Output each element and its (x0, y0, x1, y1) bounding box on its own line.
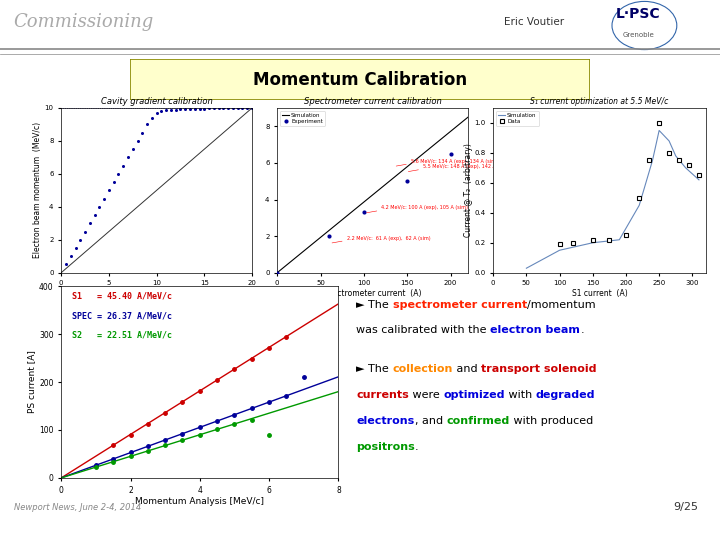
Line: Data: Data (558, 122, 701, 246)
Simulation (454, 122, 463, 128)
Data (621, 232, 630, 239)
Simulation (665, 138, 673, 144)
Text: electron beam: electron beam (490, 326, 580, 335)
Text: transport solenoid: transport solenoid (481, 364, 597, 374)
Text: 4.2 MeV/c: 100 A (exp), 105 A (sim): 4.2 MeV/c: 100 A (exp), 105 A (sim) (382, 206, 468, 211)
Data (654, 120, 663, 126)
Text: 5.5 MeV/c: 148 A (exp), 142 A (sim): 5.5 MeV/c: 148 A (exp), 142 A (sim) (423, 164, 510, 170)
Text: Commissioning: Commissioning (13, 12, 153, 31)
Text: S2   = 22.51 A/MeV/c: S2 = 22.51 A/MeV/c (72, 330, 172, 339)
Text: electrons: electrons (356, 416, 415, 426)
Text: positrons: positrons (356, 442, 415, 452)
Line: Simulation: Simulation (277, 117, 468, 273)
Text: ► The: ► The (356, 364, 392, 374)
Data (588, 237, 597, 243)
Simulation (681, 165, 690, 171)
Text: ► The: ► The (356, 300, 392, 309)
Text: 5.6 MeV/c: 134 A (exp), 134 A (sim): 5.6 MeV/c: 134 A (exp), 134 A (sim) (410, 159, 498, 164)
Experiment (359, 209, 368, 215)
Text: 9/25: 9/25 (673, 502, 698, 512)
X-axis label: Spectrometer current  (A): Spectrometer current (A) (323, 289, 422, 298)
Text: 2.2 MeV/c:  61 A (exp),  62 A (sim): 2.2 MeV/c: 61 A (exp), 62 A (sim) (346, 235, 431, 241)
Experiment (446, 151, 455, 157)
Simulation (648, 157, 657, 164)
Title: Spectrometer current calibration: Spectrometer current calibration (304, 97, 441, 106)
Experiment (403, 178, 412, 185)
Legend: Simulation, Data: Simulation, Data (496, 111, 539, 126)
Simulation (273, 269, 282, 276)
Title: Cavity gradient calibration: Cavity gradient calibration (101, 97, 212, 106)
Text: confirmed: confirmed (446, 416, 510, 426)
Data (635, 194, 644, 201)
X-axis label: S1 current  (A): S1 current (A) (572, 289, 627, 298)
Simulation (284, 260, 293, 267)
Text: SPEC = 26.37 A/MeV/c: SPEC = 26.37 A/MeV/c (72, 311, 172, 320)
Text: L·PSC: L·PSC (616, 7, 660, 21)
Simulation (447, 127, 456, 134)
X-axis label: Momentum Analysis [MeV/c]: Momentum Analysis [MeV/c] (135, 497, 264, 507)
Simulation (635, 202, 644, 208)
Data (555, 241, 564, 247)
X-axis label: SRF cavity gradient  (MV/m): SRF cavity gradient (MV/m) (103, 289, 210, 298)
Text: with: with (505, 390, 536, 400)
Data (569, 240, 577, 246)
Experiment (325, 233, 333, 239)
Text: and: and (453, 364, 481, 374)
Simulation (615, 237, 624, 243)
Legend: Simulation, Experiment: Simulation, Experiment (280, 111, 325, 126)
Data (685, 161, 693, 168)
Simulation (464, 114, 472, 120)
Text: currents: currents (356, 390, 409, 400)
Text: Momentum Calibration: Momentum Calibration (253, 71, 467, 89)
Simulation (324, 228, 333, 234)
Data (605, 237, 613, 243)
Text: .: . (580, 326, 584, 335)
Simulation (308, 240, 317, 247)
Text: spectrometer current: spectrometer current (392, 300, 527, 309)
Simulation (695, 177, 703, 183)
Data (675, 157, 683, 164)
Simulation (281, 263, 289, 269)
Simulation (522, 265, 531, 272)
Title: S₁ current optimization at 5.5 MeV/c: S₁ current optimization at 5.5 MeV/c (530, 97, 669, 106)
Data (645, 157, 654, 164)
Text: were: were (409, 390, 444, 400)
Line: Simulation: Simulation (526, 131, 699, 268)
Y-axis label: Current @ T₂  (arbitrary): Current @ T₂ (arbitrary) (464, 144, 473, 237)
Y-axis label: Electron beam momentum  (MeV/c): Electron beam momentum (MeV/c) (33, 122, 42, 259)
Text: S1   = 45.40 A/MeV/c: S1 = 45.40 A/MeV/c (72, 292, 172, 301)
Text: Grenoble: Grenoble (623, 32, 654, 38)
Data (695, 172, 703, 179)
Text: , and: , and (415, 416, 446, 426)
Simulation (654, 127, 663, 134)
Text: degraded: degraded (536, 390, 595, 400)
Simulation (555, 247, 564, 253)
Text: collection: collection (392, 364, 453, 374)
Data (665, 150, 673, 156)
Text: .: . (415, 442, 419, 452)
Simulation (588, 240, 597, 246)
Text: Eric Voutier: Eric Voutier (504, 17, 564, 26)
Simulation (672, 153, 680, 159)
Text: Newport News, June 2-4, 2014: Newport News, June 2-4, 2014 (14, 503, 142, 512)
Text: optimized: optimized (444, 390, 505, 400)
FancyBboxPatch shape (130, 59, 590, 100)
Text: with produced: with produced (510, 416, 593, 426)
Text: was calibrated with the: was calibrated with the (356, 326, 490, 335)
Line: Experiment: Experiment (275, 152, 453, 275)
Y-axis label: PS current [A]: PS current [A] (27, 350, 36, 414)
Text: /momentum: /momentum (527, 300, 595, 309)
Experiment (273, 269, 282, 276)
